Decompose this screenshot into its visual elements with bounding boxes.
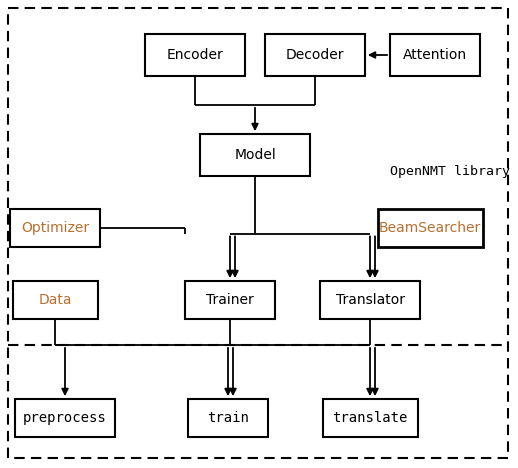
Bar bbox=[185, 281, 275, 319]
Text: Trainer: Trainer bbox=[206, 293, 254, 307]
Text: Data: Data bbox=[38, 293, 72, 307]
Bar bbox=[12, 281, 97, 319]
Bar bbox=[188, 399, 268, 437]
Text: BeamSearcher: BeamSearcher bbox=[379, 221, 481, 235]
Bar bbox=[10, 209, 100, 247]
Text: Decoder: Decoder bbox=[286, 48, 344, 62]
Bar bbox=[200, 134, 310, 176]
Text: Attention: Attention bbox=[403, 48, 467, 62]
Bar bbox=[145, 34, 245, 76]
Bar bbox=[265, 34, 365, 76]
Text: train: train bbox=[207, 411, 249, 425]
Text: OpenNMT library: OpenNMT library bbox=[390, 166, 510, 178]
Text: translate: translate bbox=[333, 411, 408, 425]
Text: Model: Model bbox=[234, 148, 276, 162]
Bar bbox=[390, 34, 480, 76]
Text: Encoder: Encoder bbox=[167, 48, 223, 62]
Bar bbox=[323, 399, 418, 437]
Bar bbox=[378, 209, 482, 247]
Bar bbox=[15, 399, 115, 437]
Bar bbox=[320, 281, 420, 319]
Text: preprocess: preprocess bbox=[23, 411, 107, 425]
Text: Optimizer: Optimizer bbox=[21, 221, 89, 235]
Text: Translator: Translator bbox=[336, 293, 405, 307]
